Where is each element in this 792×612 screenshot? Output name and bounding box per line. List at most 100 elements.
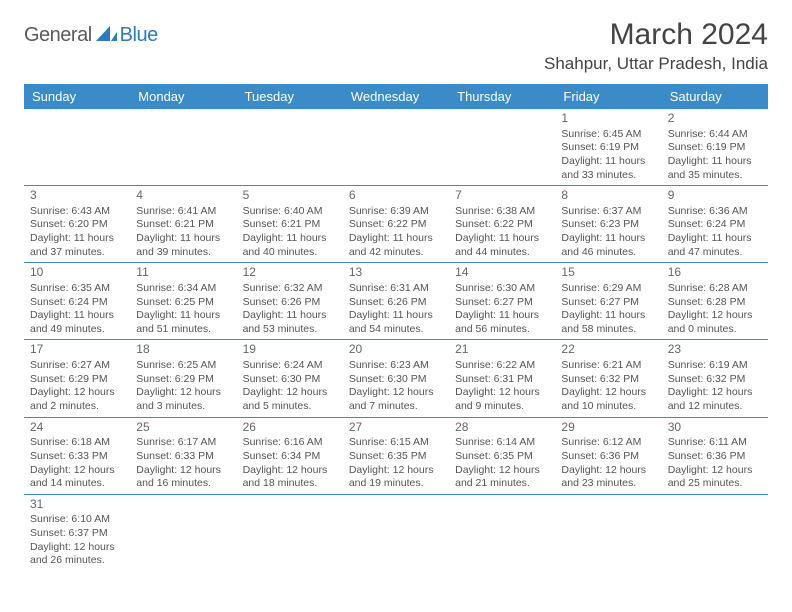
daylight-line: Daylight: 11 hours and 47 minutes.	[668, 232, 762, 259]
day-details: Sunrise: 6:28 AMSunset: 6:28 PMDaylight:…	[668, 282, 762, 337]
calendar-cell: 13Sunrise: 6:31 AMSunset: 6:26 PMDayligh…	[343, 263, 449, 340]
calendar-cell: 11Sunrise: 6:34 AMSunset: 6:25 PMDayligh…	[130, 263, 236, 340]
calendar-cell: 19Sunrise: 6:24 AMSunset: 6:30 PMDayligh…	[237, 340, 343, 417]
calendar-cell: 27Sunrise: 6:15 AMSunset: 6:35 PMDayligh…	[343, 417, 449, 494]
sunrise-line: Sunrise: 6:44 AM	[668, 128, 762, 142]
daylight-line: Daylight: 11 hours and 39 minutes.	[136, 232, 230, 259]
daylight-line: Daylight: 12 hours and 18 minutes.	[243, 464, 337, 491]
day-number: 13	[349, 265, 443, 281]
day-details: Sunrise: 6:27 AMSunset: 6:29 PMDaylight:…	[30, 359, 124, 414]
calendar-cell: 7Sunrise: 6:38 AMSunset: 6:22 PMDaylight…	[449, 186, 555, 263]
daylight-line: Daylight: 12 hours and 10 minutes.	[561, 386, 655, 413]
day-details: Sunrise: 6:38 AMSunset: 6:22 PMDaylight:…	[455, 205, 549, 260]
sunset-line: Sunset: 6:34 PM	[243, 450, 337, 464]
day-number: 18	[136, 342, 230, 358]
daylight-line: Daylight: 12 hours and 21 minutes.	[455, 464, 549, 491]
sunset-line: Sunset: 6:31 PM	[455, 373, 549, 387]
sunrise-line: Sunrise: 6:28 AM	[668, 282, 762, 296]
calendar-cell: 15Sunrise: 6:29 AMSunset: 6:27 PMDayligh…	[555, 263, 661, 340]
daylight-line: Daylight: 12 hours and 9 minutes.	[455, 386, 549, 413]
day-number: 17	[30, 342, 124, 358]
sunrise-line: Sunrise: 6:15 AM	[349, 436, 443, 450]
day-number: 9	[668, 188, 762, 204]
day-number: 23	[668, 342, 762, 358]
day-number: 12	[243, 265, 337, 281]
calendar-cell: 14Sunrise: 6:30 AMSunset: 6:27 PMDayligh…	[449, 263, 555, 340]
daylight-line: Daylight: 12 hours and 25 minutes.	[668, 464, 762, 491]
day-details: Sunrise: 6:35 AMSunset: 6:24 PMDaylight:…	[30, 282, 124, 337]
daylight-line: Daylight: 11 hours and 44 minutes.	[455, 232, 549, 259]
sunset-line: Sunset: 6:29 PM	[136, 373, 230, 387]
day-number: 7	[455, 188, 549, 204]
calendar-table: SundayMondayTuesdayWednesdayThursdayFrid…	[24, 84, 768, 571]
calendar-cell: 5Sunrise: 6:40 AMSunset: 6:21 PMDaylight…	[237, 186, 343, 263]
day-number: 19	[243, 342, 337, 358]
day-details: Sunrise: 6:29 AMSunset: 6:27 PMDaylight:…	[561, 282, 655, 337]
day-number: 8	[561, 188, 655, 204]
calendar-cell-empty	[130, 494, 236, 571]
calendar-row: 31Sunrise: 6:10 AMSunset: 6:37 PMDayligh…	[24, 494, 768, 571]
daylight-line: Daylight: 11 hours and 53 minutes.	[243, 309, 337, 336]
sunset-line: Sunset: 6:28 PM	[668, 296, 762, 310]
daylight-line: Daylight: 11 hours and 37 minutes.	[30, 232, 124, 259]
sunrise-line: Sunrise: 6:31 AM	[349, 282, 443, 296]
calendar-cell: 16Sunrise: 6:28 AMSunset: 6:28 PMDayligh…	[662, 263, 768, 340]
day-details: Sunrise: 6:31 AMSunset: 6:26 PMDaylight:…	[349, 282, 443, 337]
calendar-cell: 20Sunrise: 6:23 AMSunset: 6:30 PMDayligh…	[343, 340, 449, 417]
day-details: Sunrise: 6:11 AMSunset: 6:36 PMDaylight:…	[668, 436, 762, 491]
day-number: 1	[561, 111, 655, 127]
day-details: Sunrise: 6:45 AMSunset: 6:19 PMDaylight:…	[561, 128, 655, 183]
calendar-cell-empty	[237, 109, 343, 186]
day-details: Sunrise: 6:17 AMSunset: 6:33 PMDaylight:…	[136, 436, 230, 491]
calendar-cell-empty	[343, 109, 449, 186]
sunset-line: Sunset: 6:21 PM	[243, 218, 337, 232]
sunrise-line: Sunrise: 6:41 AM	[136, 205, 230, 219]
calendar-cell-empty	[343, 494, 449, 571]
daylight-line: Daylight: 11 hours and 49 minutes.	[30, 309, 124, 336]
calendar-cell: 9Sunrise: 6:36 AMSunset: 6:24 PMDaylight…	[662, 186, 768, 263]
day-number: 29	[561, 420, 655, 436]
calendar-cell: 3Sunrise: 6:43 AMSunset: 6:20 PMDaylight…	[24, 186, 130, 263]
sunrise-line: Sunrise: 6:17 AM	[136, 436, 230, 450]
location: Shahpur, Uttar Pradesh, India	[544, 54, 768, 74]
calendar-cell-empty	[555, 494, 661, 571]
day-details: Sunrise: 6:41 AMSunset: 6:21 PMDaylight:…	[136, 205, 230, 260]
sunset-line: Sunset: 6:23 PM	[561, 218, 655, 232]
sunset-line: Sunset: 6:30 PM	[349, 373, 443, 387]
daylight-line: Daylight: 11 hours and 56 minutes.	[455, 309, 549, 336]
day-details: Sunrise: 6:39 AMSunset: 6:22 PMDaylight:…	[349, 205, 443, 260]
calendar-cell-empty	[449, 109, 555, 186]
sunset-line: Sunset: 6:20 PM	[30, 218, 124, 232]
daylight-line: Daylight: 11 hours and 51 minutes.	[136, 309, 230, 336]
day-details: Sunrise: 6:10 AMSunset: 6:37 PMDaylight:…	[30, 513, 124, 568]
day-details: Sunrise: 6:24 AMSunset: 6:30 PMDaylight:…	[243, 359, 337, 414]
calendar-cell: 29Sunrise: 6:12 AMSunset: 6:36 PMDayligh…	[555, 417, 661, 494]
sunrise-line: Sunrise: 6:22 AM	[455, 359, 549, 373]
weekday-header-row: SundayMondayTuesdayWednesdayThursdayFrid…	[24, 84, 768, 109]
sunset-line: Sunset: 6:21 PM	[136, 218, 230, 232]
sunrise-line: Sunrise: 6:36 AM	[668, 205, 762, 219]
sunset-line: Sunset: 6:22 PM	[455, 218, 549, 232]
sunrise-line: Sunrise: 6:24 AM	[243, 359, 337, 373]
sunrise-line: Sunrise: 6:21 AM	[561, 359, 655, 373]
day-details: Sunrise: 6:30 AMSunset: 6:27 PMDaylight:…	[455, 282, 549, 337]
day-number: 16	[668, 265, 762, 281]
daylight-line: Daylight: 12 hours and 5 minutes.	[243, 386, 337, 413]
calendar-cell: 21Sunrise: 6:22 AMSunset: 6:31 PMDayligh…	[449, 340, 555, 417]
daylight-line: Daylight: 11 hours and 46 minutes.	[561, 232, 655, 259]
daylight-line: Daylight: 12 hours and 14 minutes.	[30, 464, 124, 491]
sunset-line: Sunset: 6:29 PM	[30, 373, 124, 387]
calendar-cell: 24Sunrise: 6:18 AMSunset: 6:33 PMDayligh…	[24, 417, 130, 494]
day-number: 25	[136, 420, 230, 436]
day-number: 5	[243, 188, 337, 204]
calendar-row: 1Sunrise: 6:45 AMSunset: 6:19 PMDaylight…	[24, 109, 768, 186]
calendar-row: 17Sunrise: 6:27 AMSunset: 6:29 PMDayligh…	[24, 340, 768, 417]
sunset-line: Sunset: 6:37 PM	[30, 527, 124, 541]
sunrise-line: Sunrise: 6:45 AM	[561, 128, 655, 142]
daylight-line: Daylight: 11 hours and 40 minutes.	[243, 232, 337, 259]
day-details: Sunrise: 6:44 AMSunset: 6:19 PMDaylight:…	[668, 128, 762, 183]
day-details: Sunrise: 6:34 AMSunset: 6:25 PMDaylight:…	[136, 282, 230, 337]
calendar-row: 10Sunrise: 6:35 AMSunset: 6:24 PMDayligh…	[24, 263, 768, 340]
sunset-line: Sunset: 6:25 PM	[136, 296, 230, 310]
day-number: 26	[243, 420, 337, 436]
